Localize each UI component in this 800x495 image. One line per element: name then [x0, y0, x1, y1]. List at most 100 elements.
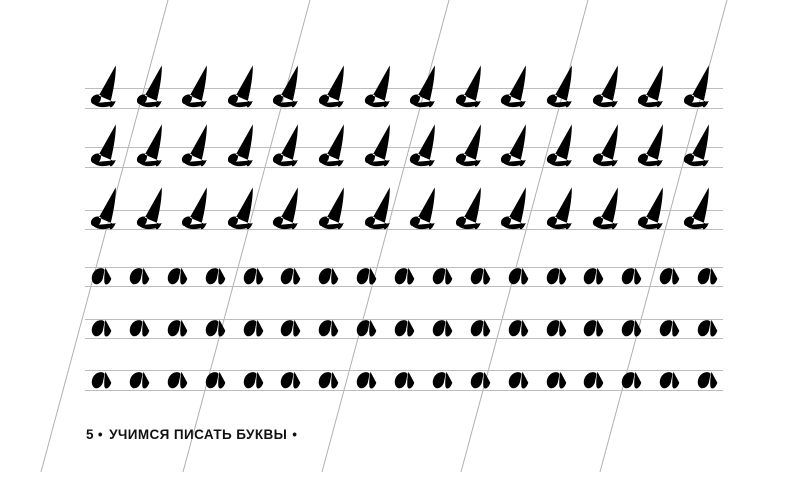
trace-letter-lower: а: [167, 371, 188, 389]
trace-letter-upper: А: [501, 124, 527, 167]
model-letter-upper: А: [90, 65, 116, 108]
footer-bullet: •: [97, 427, 104, 442]
trace-letter-upper: А: [410, 187, 436, 230]
trace-letter-lower: а: [281, 371, 301, 389]
trace-letter-lower: а: [584, 371, 604, 389]
trace-letter-upper: А: [273, 124, 299, 167]
trace-letter-lower: а: [394, 267, 415, 285]
trace-letter-lower: а: [622, 319, 642, 337]
ruled-line-top: [85, 266, 723, 268]
practice-row: АААААААААААААА: [85, 122, 723, 170]
trace-letter-upper: А: [683, 187, 709, 230]
footer-title: УЧИМСЯ ПИСАТЬ БУКВЫ: [109, 427, 288, 442]
trace-letter-lower: а: [659, 319, 680, 337]
trace-letter-upper: А: [364, 65, 390, 108]
trace-letter-lower: а: [243, 267, 263, 285]
model-letter-upper: А: [90, 187, 116, 230]
trace-letter-lower: а: [243, 319, 263, 337]
trace-letter-lower: а: [659, 267, 680, 285]
trace-letter-lower: а: [584, 267, 604, 285]
ruled-line-top: [85, 318, 723, 320]
trace-letter-lower: а: [546, 267, 566, 285]
ruled-line-top: [85, 210, 723, 211]
trace-letter-lower: а: [281, 319, 301, 337]
trace-letter-upper: А: [136, 65, 162, 108]
ruled-line-bottom: [85, 338, 723, 339]
trace-letter-lower: а: [319, 319, 339, 337]
model-letter-lower: а: [91, 371, 112, 389]
ruled-line-top: [85, 88, 723, 89]
trace-letter-lower: а: [167, 267, 188, 285]
footer-trailing-bullet: •: [292, 427, 298, 442]
trace-letter-lower: а: [167, 319, 188, 337]
trace-letter-lower: а: [129, 319, 150, 337]
practice-row: ааааааааааааааааа: [85, 315, 723, 341]
trace-letter-upper: А: [683, 65, 709, 108]
trace-letter-lower: а: [319, 371, 339, 389]
trace-letter-lower: а: [697, 371, 718, 389]
trace-letter-lower: а: [394, 319, 415, 337]
slant-guide-line: [40, 0, 169, 473]
trace-letter-lower: а: [319, 267, 339, 285]
practice-row: ааааааааааааааааа: [85, 263, 723, 289]
trace-letter-lower: а: [584, 319, 604, 337]
trace-letter-upper: А: [592, 124, 618, 167]
trace-letter-upper: А: [592, 187, 618, 230]
trace-letter-upper: А: [638, 187, 664, 230]
trace-letter-lower: а: [622, 371, 642, 389]
trace-letter-lower: а: [432, 319, 453, 337]
trace-letter-lower: а: [129, 267, 150, 285]
trace-letter-lower: а: [659, 371, 680, 389]
trace-letter-lower: а: [508, 267, 528, 285]
trace-letter-upper: А: [592, 65, 618, 108]
trace-letter-lower: а: [432, 371, 453, 389]
trace-letter-lower: а: [622, 267, 642, 285]
trace-letter-upper: А: [455, 124, 481, 167]
trace-letter-upper: А: [547, 65, 573, 108]
trace-letter-upper: А: [683, 124, 709, 167]
trace-letter-lower: а: [356, 371, 377, 389]
trace-letter-lower: а: [281, 267, 301, 285]
trace-letter-lower: а: [470, 319, 491, 337]
trace-letter-upper: А: [182, 65, 208, 108]
trace-letter-upper: А: [638, 124, 664, 167]
ruled-line-top: [85, 370, 723, 371]
ruled-line-bottom: [85, 390, 723, 391]
trace-letter-upper: А: [227, 187, 253, 230]
ruled-line-bottom: [85, 286, 723, 287]
trace-letter-upper: А: [318, 187, 345, 230]
trace-letter-upper: А: [318, 65, 345, 108]
trace-letter-upper: А: [273, 187, 299, 230]
trace-letter-upper: А: [501, 187, 527, 230]
trace-letter-lower: а: [356, 267, 377, 285]
trace-letter-lower: а: [546, 371, 566, 389]
trace-letter-lower: а: [508, 371, 528, 389]
trace-letter-lower: а: [205, 319, 225, 337]
ruled-line-bottom: [85, 166, 723, 168]
trace-letter-lower: а: [205, 267, 225, 285]
trace-letter-lower: а: [205, 371, 225, 389]
trace-letter-lower: а: [243, 371, 263, 389]
trace-letter-upper: А: [638, 65, 664, 108]
trace-letter-upper: А: [273, 65, 299, 108]
model-letter-lower: а: [91, 267, 112, 285]
trace-letter-lower: а: [470, 267, 491, 285]
page-number: 5: [86, 427, 94, 442]
trace-letter-upper: А: [364, 187, 390, 230]
ruled-line-bottom: [85, 229, 723, 230]
trace-letter-lower: а: [697, 319, 718, 337]
trace-letter-upper: А: [136, 187, 162, 230]
model-letter-upper: А: [90, 124, 116, 167]
trace-letter-upper: А: [227, 124, 253, 167]
practice-row: ааааааааааааааааа: [85, 367, 723, 393]
model-letter-lower: а: [91, 319, 112, 337]
trace-letter-lower: а: [394, 371, 415, 389]
ruled-line-bottom: [85, 107, 723, 109]
trace-letter-upper: А: [410, 65, 436, 108]
trace-letter-lower: а: [470, 371, 491, 389]
trace-letter-upper: А: [182, 124, 208, 167]
trace-letter-lower: а: [508, 319, 528, 337]
ruled-line-top: [85, 147, 723, 148]
trace-letter-upper: А: [318, 124, 345, 167]
